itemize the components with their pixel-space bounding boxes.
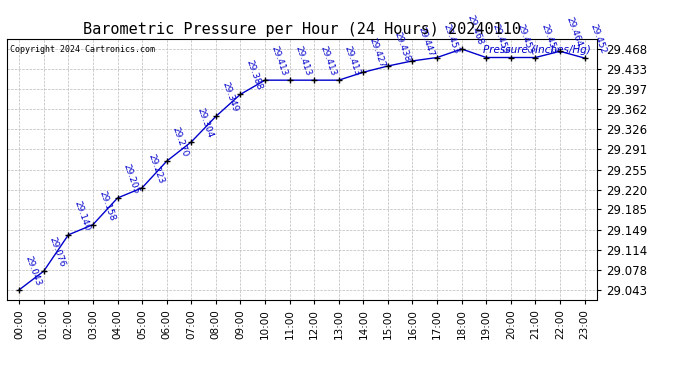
Text: 29.453: 29.453	[540, 22, 559, 55]
Text: 29.427: 29.427	[368, 37, 386, 69]
Text: 29.468: 29.468	[466, 13, 485, 46]
Text: 29.076: 29.076	[48, 236, 67, 268]
Text: 29.413: 29.413	[343, 45, 362, 77]
Title: Barometric Pressure per Hour (24 Hours) 20240110: Barometric Pressure per Hour (24 Hours) …	[83, 22, 521, 37]
Text: 29.464: 29.464	[564, 16, 583, 48]
Text: 29.413: 29.413	[269, 45, 288, 77]
Text: 29.223: 29.223	[146, 153, 166, 185]
Text: 29.453: 29.453	[441, 22, 460, 55]
Text: 29.453: 29.453	[491, 22, 510, 55]
Text: 29.413: 29.413	[318, 45, 337, 77]
Text: 29.438: 29.438	[392, 31, 411, 63]
Text: 29.043: 29.043	[23, 255, 43, 287]
Text: 29.140: 29.140	[72, 200, 92, 232]
Text: 29.158: 29.158	[97, 189, 117, 222]
Text: 29.447: 29.447	[417, 26, 436, 58]
Text: 29.304: 29.304	[195, 106, 215, 139]
Text: 29.453: 29.453	[515, 22, 534, 55]
Text: 29.388: 29.388	[244, 59, 264, 92]
Text: 29.413: 29.413	[294, 45, 313, 77]
Text: 29.349: 29.349	[220, 81, 239, 114]
Text: 29.205: 29.205	[121, 163, 141, 195]
Text: Copyright 2024 Cartronics.com: Copyright 2024 Cartronics.com	[10, 45, 155, 54]
Text: 29.270: 29.270	[171, 126, 190, 158]
Text: Pressure (Inches/Hg): Pressure (Inches/Hg)	[483, 45, 591, 55]
Text: 29.452: 29.452	[589, 23, 608, 55]
